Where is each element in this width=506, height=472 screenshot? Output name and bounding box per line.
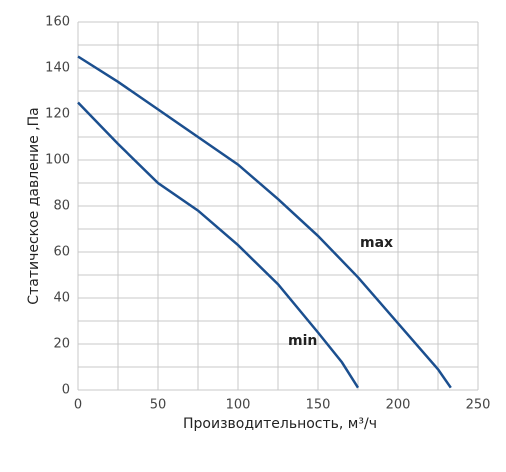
y-tick-label: 140 <box>45 61 70 76</box>
series-label: max <box>360 235 393 251</box>
y-tick-label: 160 <box>45 15 70 30</box>
x-tick-label: 0 <box>74 398 82 413</box>
y-tick-label: 80 <box>53 199 70 214</box>
x-tick-label: 200 <box>386 398 411 413</box>
x-tick-label: 150 <box>306 398 331 413</box>
y-tick-label: 0 <box>62 383 70 398</box>
series-label: min <box>288 333 317 349</box>
y-tick-label: 100 <box>45 153 70 168</box>
line <box>77 101 360 389</box>
x-tick-label: 100 <box>226 398 251 413</box>
y-tick-label: 40 <box>53 291 70 306</box>
x-tick-label: 250 <box>466 398 491 413</box>
y-tick-label: 20 <box>53 337 70 352</box>
y-axis-label: Статическое давление ,Па <box>26 107 42 304</box>
y-tick-label: 60 <box>53 245 70 260</box>
y-tick-label: 120 <box>45 107 70 122</box>
line <box>77 55 452 389</box>
x-tick-label: 50 <box>150 398 167 413</box>
x-axis-label: Производительность, м³/ч <box>183 416 377 432</box>
